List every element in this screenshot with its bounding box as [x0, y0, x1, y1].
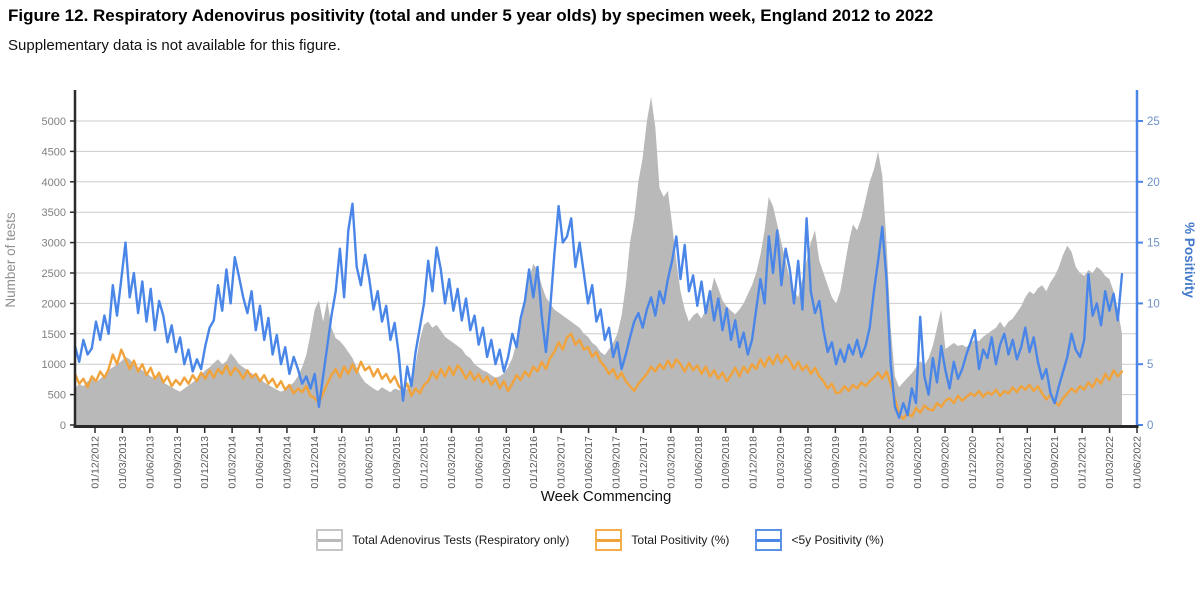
y-right-axis-title: % Positivity: [1182, 222, 1197, 298]
legend-key-u5-positivity-icon: [755, 529, 783, 551]
x-tick-label: 01/09/2018: [720, 436, 732, 489]
x-tick-label: 01/09/2015: [391, 436, 403, 489]
x-tick-label: 01/03/2016: [446, 436, 458, 489]
x-tick-label: 01/03/2017: [556, 436, 568, 489]
x-tick-label: 01/03/2015: [336, 436, 348, 489]
x-tick-label: 01/06/2013: [144, 436, 156, 489]
y-right-tick-label: 25: [1147, 116, 1160, 128]
x-tick-label: 01/12/2014: [309, 436, 321, 489]
x-tick-label: 01/09/2019: [830, 436, 842, 489]
y-right-tick-label: 20: [1147, 177, 1160, 189]
x-tick-label: 01/12/2016: [528, 436, 540, 489]
x-tick-label: 01/09/2013: [172, 436, 184, 489]
figure-subtitle: Supplementary data is not available for …: [8, 37, 341, 54]
legend-item-u5-positivity: <5y Positivity (%): [755, 529, 884, 551]
y-left-tick-label: 3000: [42, 238, 66, 250]
x-tick-label: 01/12/2015: [419, 436, 431, 489]
x-tick-label: 01/06/2014: [254, 436, 266, 489]
y-right-tick-label: 15: [1147, 238, 1160, 250]
x-tick-label: 01/06/2018: [693, 436, 705, 489]
x-tick-label: 01/12/2021: [1077, 436, 1089, 489]
legend-key-total-positivity-icon: [595, 529, 623, 551]
x-tick-label: 01/03/2020: [885, 436, 897, 489]
y-left-axis-title: Number of tests: [3, 212, 18, 308]
y-axis-right: 0 5 10 15 20 25 % Positivity: [1135, 90, 1197, 432]
series-total-tests-area: [75, 96, 1122, 425]
y-axis-left: 0 500 1000 1500 2000 2500 3000 3500 4000 4500 5000…: [3, 90, 77, 432]
x-tick-label: 01/09/2020: [940, 436, 952, 489]
y-right-tick-label: 10: [1147, 298, 1160, 310]
x-tick-label: 01/03/2014: [227, 436, 239, 489]
y-left-tick-label: 500: [48, 390, 66, 402]
x-tick-label: 01/12/2013: [199, 436, 211, 489]
figure-title: Figure 12. Respiratory Adenovirus positi…: [8, 6, 934, 25]
series-u5-positivity-line: [73, 202, 1124, 419]
y-left-tick-label: 3500: [42, 207, 66, 219]
x-tick-label: 01/12/2018: [748, 436, 760, 489]
legend-item-total-positivity: Total Positivity (%): [595, 529, 729, 551]
chart-legend: Total Adenovirus Tests (Respiratory only…: [0, 529, 1200, 551]
x-axis-title: Week Commencing: [541, 488, 672, 505]
legend-label-u5-positivity: <5y Positivity (%): [791, 533, 884, 547]
x-tick-label: 01/03/2019: [775, 436, 787, 489]
x-tick-label: 01/09/2014: [281, 436, 293, 489]
y-left-tick-label: 4500: [42, 146, 66, 158]
x-tick-label: 01/06/2020: [912, 436, 924, 489]
x-tick-label: 01/03/2018: [665, 436, 677, 489]
x-tick-label: 01/06/2016: [473, 436, 485, 489]
x-tick-label: 01/12/2020: [967, 436, 979, 489]
x-tick-label: 01/12/2012: [90, 436, 102, 489]
x-tick-label: 01/09/2016: [501, 436, 513, 489]
y-left-tick-label: 2000: [42, 298, 66, 310]
x-tick-label: 01/03/2013: [117, 436, 129, 489]
y-left-tick-label: 5000: [42, 116, 66, 128]
x-tick-label: 01/03/2022: [1104, 436, 1116, 489]
legend-label-total-positivity: Total Positivity (%): [631, 533, 730, 547]
chart-plot-area: 0 500 1000 1500 2000 2500 3000 3500 4000 4500 5000…: [3, 90, 1197, 505]
y-left-tick-label: 0: [60, 420, 66, 432]
x-tick-label: 01/03/2021: [994, 436, 1006, 489]
x-tick-label: 01/06/2015: [364, 436, 376, 489]
x-tick-label: 01/06/2019: [802, 436, 814, 489]
legend-key-total-tests-icon: [316, 529, 344, 551]
y-left-tick-label: 2500: [42, 268, 66, 280]
y-right-tick-label: 0: [1147, 420, 1153, 432]
y-left-tick-label: 1500: [42, 329, 66, 341]
y-left-tick-label: 4000: [42, 177, 66, 189]
legend-item-total-tests: Total Adenovirus Tests (Respiratory only…: [316, 529, 569, 551]
legend-label-total-tests: Total Adenovirus Tests (Respiratory only…: [352, 533, 570, 547]
x-tick-label: 01/06/2022: [1132, 436, 1144, 489]
x-tick-label: 01/12/2017: [638, 436, 650, 489]
x-axis: 01/12/2012 01/03/2013 01/06/2013 01/09/2013…: [73, 425, 1144, 505]
x-tick-label: 01/09/2017: [611, 436, 623, 489]
x-tick-label: 01/06/2021: [1022, 436, 1034, 489]
x-tick-label: 01/09/2021: [1049, 436, 1061, 489]
y-right-tick-label: 5: [1147, 359, 1153, 371]
x-tick-label: 01/06/2017: [583, 436, 595, 489]
y-left-tick-label: 1000: [42, 359, 66, 371]
x-tick-label: 01/12/2019: [857, 436, 869, 489]
series-total-positivity-line: [73, 332, 1124, 421]
